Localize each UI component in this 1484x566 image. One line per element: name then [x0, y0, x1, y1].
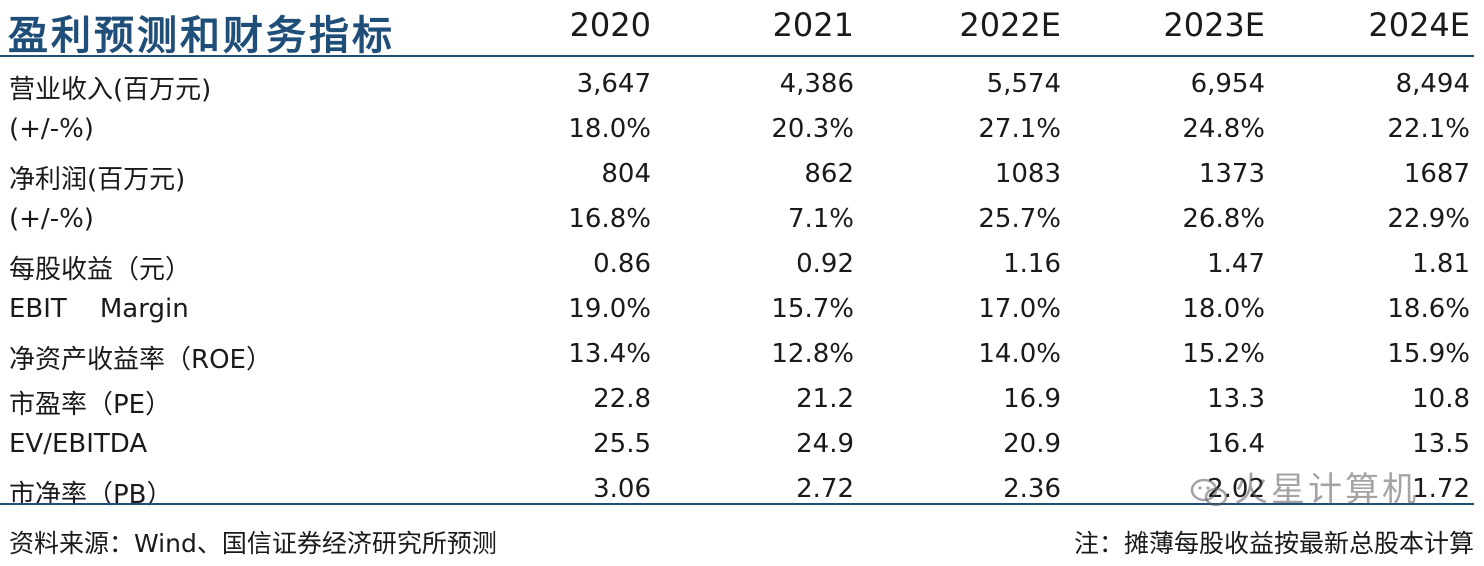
cell: 21.2	[796, 384, 854, 414]
cell: 1083	[994, 159, 1061, 189]
row-label: 营业收入(百万元)	[9, 75, 212, 105]
cell: 1373	[1198, 159, 1265, 189]
cell: 15.2%	[1182, 339, 1265, 369]
table-row: 市盈率（PE） 22.8 21.2 16.9 13.3 10.8	[0, 378, 1484, 423]
table-title: 盈利预测和财务指标	[8, 12, 395, 59]
year-header: 2023E	[1163, 6, 1265, 44]
row-label: EV/EBITDA	[9, 429, 148, 459]
cell: 20.9	[1003, 429, 1061, 459]
cell: 3.06	[593, 474, 651, 504]
cell: 18.6%	[1387, 294, 1470, 324]
cell: 18.0%	[568, 114, 651, 144]
year-header: 2022E	[959, 6, 1061, 44]
cell: 862	[804, 159, 854, 189]
cell: 3,647	[576, 69, 651, 99]
cell: 16.9	[1003, 384, 1061, 414]
cell: 18.0%	[1182, 294, 1265, 324]
table-row: EBIT Margin 19.0% 15.7% 17.0% 18.0% 18.6…	[0, 288, 1484, 333]
watermark: 火星计算机	[1190, 462, 1419, 511]
cell: 0.86	[593, 249, 651, 279]
table-row: 净资产收益率（ROE） 13.4% 12.8% 14.0% 15.2% 15.9…	[0, 333, 1484, 378]
cell: 15.9%	[1387, 339, 1470, 369]
cell: 12.8%	[771, 339, 854, 369]
cell: 22.9%	[1387, 204, 1470, 234]
cell: 22.8	[593, 384, 651, 414]
cell: 27.1%	[978, 114, 1061, 144]
cell: 15.7%	[771, 294, 854, 324]
row-label: 每股收益（元）	[9, 255, 192, 285]
cell: 14.0%	[978, 339, 1061, 369]
row-label: 净资产收益率（ROE）	[9, 345, 272, 375]
table-header: 盈利预测和财务指标 2020 2021 2022E 2023E 2024E	[0, 0, 1484, 59]
cell: 6,954	[1190, 69, 1265, 99]
cell: 16.4	[1207, 429, 1265, 459]
cell: 2.36	[1003, 474, 1061, 504]
cell: 26.8%	[1182, 204, 1265, 234]
cell: 7.1%	[787, 204, 854, 234]
footnote: 注：摊薄每股收益按最新总股本计算	[1073, 529, 1474, 558]
cell: 0.92	[796, 249, 854, 279]
table-row: (+/-%) 18.0% 20.3% 27.1% 24.8% 22.1%	[0, 108, 1484, 153]
row-label: EBIT Margin	[9, 294, 189, 324]
cell: 4,386	[779, 69, 854, 99]
cell: 8,494	[1395, 69, 1470, 99]
cell: 17.0%	[978, 294, 1061, 324]
cell: 1.16	[1003, 249, 1061, 279]
cell: 5,574	[986, 69, 1061, 99]
financial-table: 盈利预测和财务指标 2020 2021 2022E 2023E 2024E 营业…	[0, 0, 1484, 510]
table-row: 营业收入(百万元) 3,647 4,386 5,574 6,954 8,494	[0, 63, 1484, 108]
cell: 24.8%	[1182, 114, 1265, 144]
cell: 25.5	[593, 429, 651, 459]
cell: 1.72	[1412, 474, 1470, 504]
cell: 13.4%	[568, 339, 651, 369]
cell: 1.47	[1207, 249, 1265, 279]
cell: 20.3%	[771, 114, 854, 144]
cell: 22.1%	[1387, 114, 1470, 144]
row-label: (+/-%)	[9, 114, 94, 144]
footer-divider	[0, 503, 1474, 505]
table-row: (+/-%) 16.8% 7.1% 25.7% 26.8% 22.9%	[0, 198, 1484, 243]
row-label: 市盈率（PE）	[9, 390, 172, 420]
source-note: 资料来源：Wind、国信证券经济研究所预测	[9, 529, 497, 558]
year-header: 2020	[569, 6, 651, 44]
row-label: (+/-%)	[9, 204, 94, 234]
cell: 19.0%	[568, 294, 651, 324]
table-row: 净利润(百万元) 804 862 1083 1373 1687	[0, 153, 1484, 198]
cell: 13.5	[1412, 429, 1470, 459]
table-row: 每股收益（元） 0.86 0.92 1.16 1.47 1.81	[0, 243, 1484, 288]
cell: 1687	[1403, 159, 1470, 189]
cell: 13.3	[1207, 384, 1265, 414]
cell: 804	[601, 159, 651, 189]
header-divider	[0, 55, 1474, 57]
cell: 10.8	[1412, 384, 1470, 414]
table-row: EV/EBITDA 25.5 24.9 20.9 16.4 13.5	[0, 423, 1484, 468]
row-label: 净利润(百万元)	[9, 165, 186, 195]
watermark-text: 火星计算机	[1234, 470, 1419, 510]
cell: 16.8%	[568, 204, 651, 234]
cell: 25.7%	[978, 204, 1061, 234]
cell: 2.72	[796, 474, 854, 504]
table-body: 营业收入(百万元) 3,647 4,386 5,574 6,954 8,494 …	[0, 63, 1484, 513]
row-label: 市净率（PB）	[9, 480, 173, 510]
cell: 1.81	[1412, 249, 1470, 279]
cell: 24.9	[796, 429, 854, 459]
year-header: 2024E	[1368, 6, 1470, 44]
year-header: 2021	[772, 6, 854, 44]
wechat-icon	[1190, 477, 1228, 507]
